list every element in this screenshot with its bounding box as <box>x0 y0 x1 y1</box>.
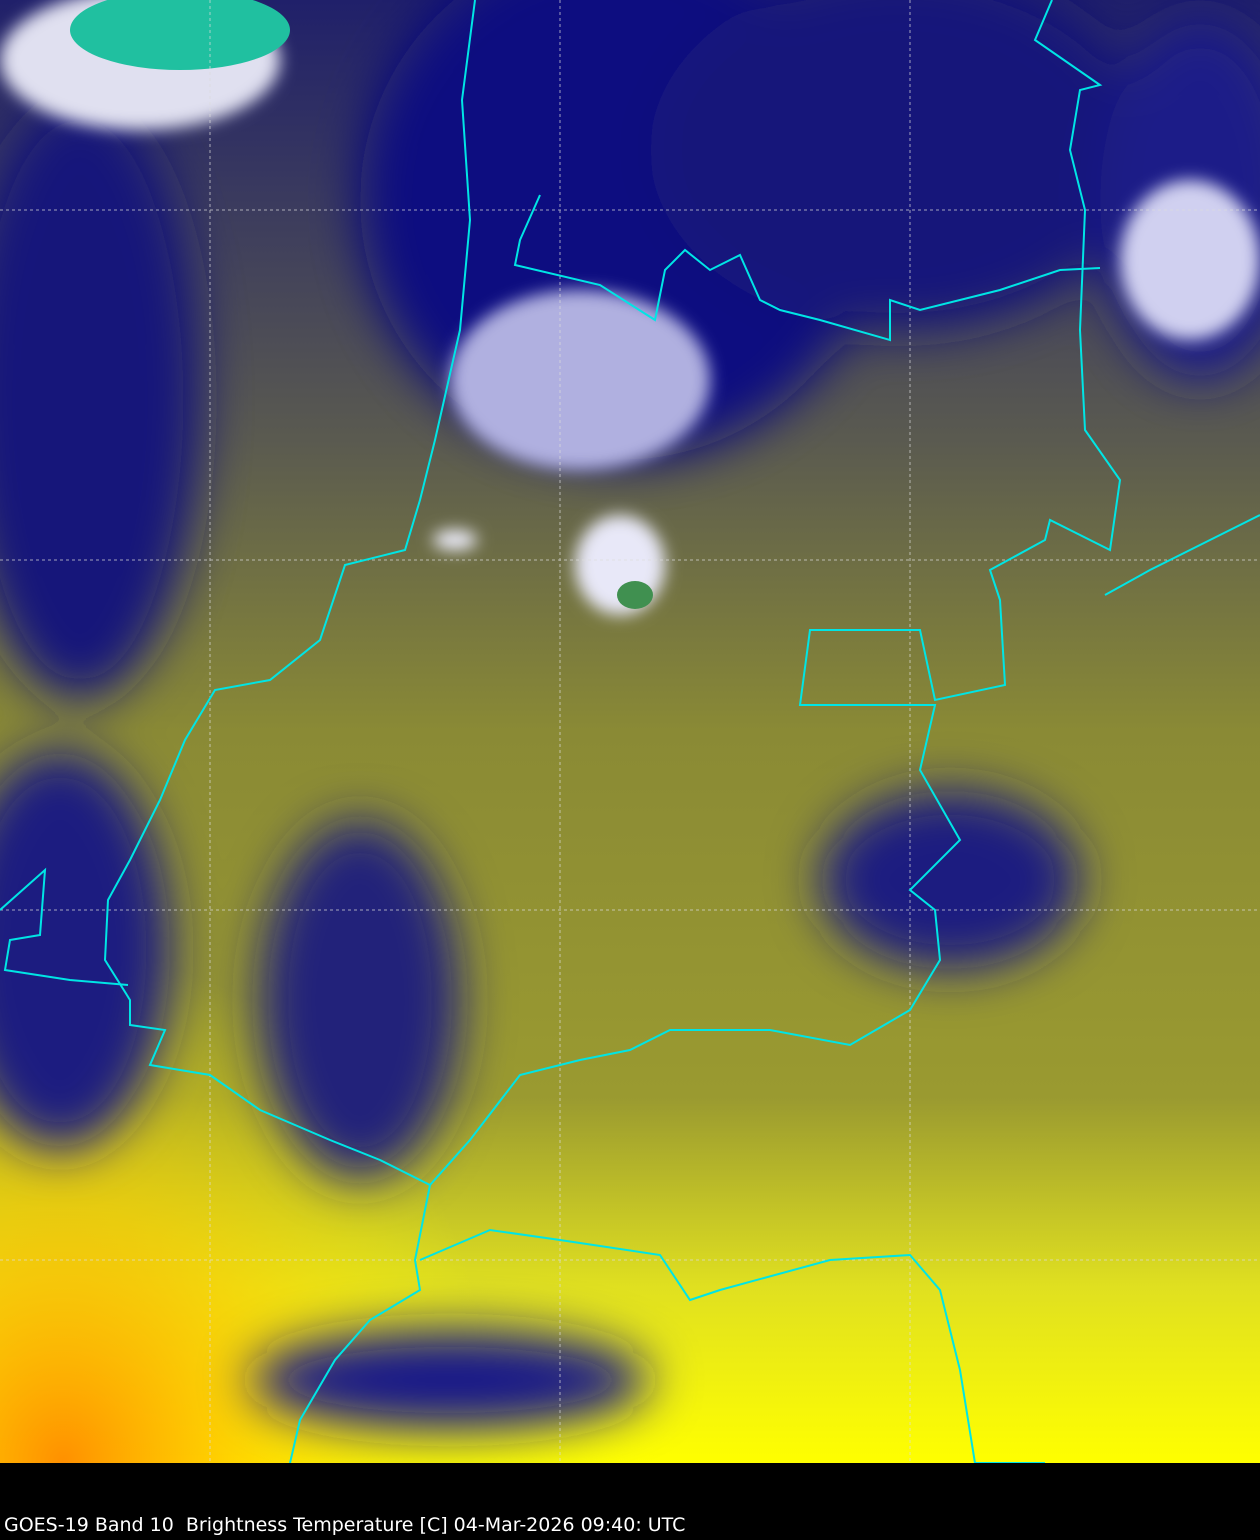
very-cold-cloud-top <box>70 0 290 70</box>
satellite-image <box>0 0 1260 1463</box>
lat-lon-grid <box>0 0 1260 1463</box>
political-borders <box>0 0 1260 1463</box>
image-caption: GOES-19 Band 10 Brightness Temperature [… <box>4 1514 686 1536</box>
